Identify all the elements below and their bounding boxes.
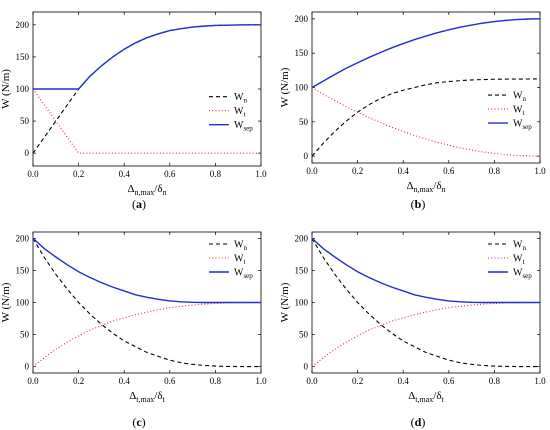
y-tick-label: 0 — [25, 362, 30, 372]
y-tick-label: 50 — [20, 330, 30, 340]
legend-entry: Wn — [234, 92, 247, 105]
panel-label: (b) — [411, 197, 426, 211]
plot-frame — [311, 11, 541, 164]
x-tick-label: 0.4 — [119, 169, 131, 179]
y-tick-label: 0 — [304, 362, 309, 372]
series-line-wt — [32, 301, 261, 368]
x-tick-label: 1.0 — [534, 376, 546, 386]
x-tick-label: 1.0 — [255, 169, 267, 179]
y-tick-label: 0 — [304, 151, 309, 161]
x-tick-label: 0.2 — [352, 166, 363, 176]
y-axis-label: W (N/m) — [279, 67, 291, 107]
legend-entry: Wsep — [234, 268, 253, 281]
legend-entry: Wsep — [513, 119, 532, 132]
x-tick-label: 0.6 — [443, 166, 455, 176]
legend-entry: Wt — [513, 105, 524, 118]
legend-entry: Wt — [234, 254, 245, 267]
x-tick-label: 0.4 — [398, 376, 410, 386]
series-line-wn — [32, 238, 261, 368]
series-line-wt — [32, 88, 261, 154]
series-line-wn — [311, 78, 541, 157]
y-tick-label: 150 — [16, 52, 30, 62]
x-tick-label: 0.4 — [398, 166, 410, 176]
y-tick-label: 150 — [295, 265, 309, 275]
y-tick-label: 200 — [295, 14, 309, 24]
x-axis-label: Δt,max/δt — [408, 390, 444, 404]
y-tick-label: 200 — [16, 20, 30, 30]
x-tick-label: 0.6 — [164, 376, 176, 386]
series-line-wt — [311, 87, 541, 157]
x-tick-label: 0.4 — [119, 376, 131, 386]
y-tick-label: 150 — [295, 48, 309, 58]
x-tick-label: 0.0 — [27, 169, 39, 179]
legend-entry: Wt — [513, 254, 524, 267]
y-axis-label: W (N/m) — [0, 69, 12, 109]
chart-panel-b: 0.0 0.2 0.4 0.6 0.8 1.0 0 50 100 150 200 W (N/m) Δn,… — [279, 11, 546, 211]
x-tick-label: 0.6 — [443, 376, 455, 386]
panel-label: (d) — [411, 415, 426, 429]
chart-panel-d: 0.0 0.2 0.4 0.6 0.8 1.0 0 50 100 150 200 W (N/m) Δt,… — [279, 231, 546, 429]
x-tick-label: 0.2 — [352, 376, 363, 386]
y-tick-label: 200 — [16, 233, 30, 243]
series-line-wn — [32, 24, 261, 154]
x-tick-label: 0.0 — [306, 166, 318, 176]
y-tick-label: 150 — [16, 265, 30, 275]
legend-entry: Wsep — [513, 268, 532, 281]
y-tick-label: 100 — [16, 84, 30, 94]
series-line-wt — [311, 301, 540, 368]
x-tick-label: 0.2 — [73, 169, 84, 179]
y-tick-label: 100 — [295, 298, 309, 308]
x-tick-label: 0.8 — [489, 166, 501, 176]
x-tick-label: 0.0 — [306, 376, 318, 386]
chart-panel-c: 0.0 0.2 0.4 0.6 0.8 1.0 0 50 100 150 200 W (N/m) Δt,… — [0, 231, 267, 429]
series-line-wsep — [32, 237, 261, 304]
chart-panel-a: 0.0 0.2 0.4 0.6 0.8 1.0 0 50 100 150 200 W (N/m) Δn,… — [0, 11, 267, 211]
x-axis-label: Δn,max/δn — [406, 180, 445, 194]
legend-entry: Wsep — [234, 120, 253, 133]
legend-entry: Wn — [234, 240, 247, 253]
x-tick-label: 0.0 — [27, 376, 39, 386]
y-axis-label: W (N/m) — [279, 282, 291, 322]
y-tick-label: 200 — [295, 233, 309, 243]
x-tick-label: 0.6 — [164, 169, 176, 179]
series-line-wn — [311, 238, 540, 368]
legend-entry: Wn — [513, 91, 526, 104]
y-tick-label: 50 — [20, 116, 30, 126]
legend-entry: Wt — [234, 106, 245, 119]
x-tick-label: 1.0 — [255, 376, 267, 386]
x-tick-label: 0.8 — [489, 376, 501, 386]
x-tick-label: 0.2 — [73, 376, 84, 386]
x-axis-label: Δn,max/δn — [127, 183, 166, 197]
x-axis-label: Δt,max/δt — [129, 390, 165, 404]
y-axis-label: W (N/m) — [0, 282, 12, 322]
series-line-wsep — [311, 237, 540, 304]
x-tick-label: 0.8 — [210, 169, 222, 179]
x-tick-label: 0.8 — [210, 376, 222, 386]
x-tick-label: 1.0 — [534, 166, 546, 176]
series-line-wsep — [33, 24, 261, 90]
y-tick-label: 50 — [299, 330, 309, 340]
series-line-wsep — [311, 18, 541, 89]
y-tick-label: 0 — [25, 148, 30, 158]
y-tick-label: 100 — [16, 298, 30, 308]
legend-entry: Wn — [513, 240, 526, 253]
y-tick-label: 50 — [299, 117, 309, 127]
panel-label: (c) — [132, 415, 145, 429]
y-tick-label: 100 — [295, 83, 309, 93]
panel-label: (a) — [132, 197, 146, 211]
